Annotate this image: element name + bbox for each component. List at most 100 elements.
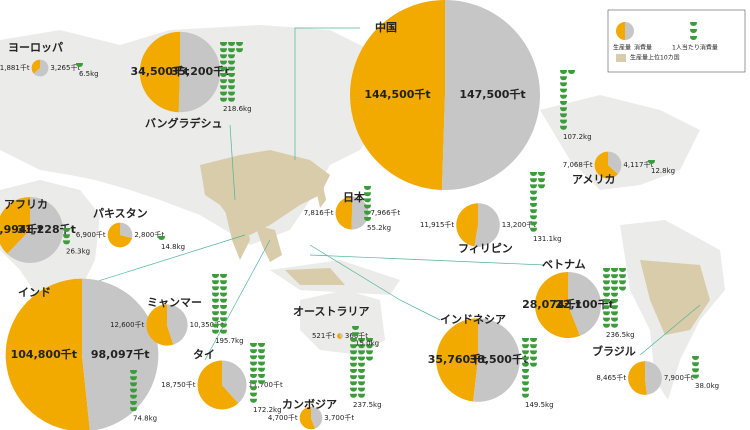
production-label: 104,800千t <box>11 347 77 361</box>
bowl <box>522 356 529 361</box>
bowl <box>220 323 227 328</box>
consumption-label: 147,500千t <box>459 87 525 101</box>
consumption-label: 3,700千t <box>324 413 354 422</box>
bowl <box>212 317 219 322</box>
bowl <box>350 344 357 349</box>
bowl <box>220 66 227 71</box>
consumption-label: 22,100千t <box>555 297 614 311</box>
bowl <box>258 361 265 366</box>
production-label: 12,600千t <box>110 320 144 329</box>
legend-top10: 生産量上位10カ国 <box>630 54 680 62</box>
legend-per-capita: 1人当たり消費量 <box>672 44 718 52</box>
country-name: バングラデシュ <box>145 116 223 130</box>
country-name: ベトナム <box>542 258 586 271</box>
bowl <box>611 311 618 316</box>
bowl <box>619 274 626 279</box>
pie-production <box>197 360 239 410</box>
per-capita-label: 26.3kg <box>66 248 90 256</box>
bowl <box>692 368 699 373</box>
bowl <box>538 172 545 176</box>
per-capita-label: 15.0kg <box>355 339 379 347</box>
bowl <box>250 367 257 372</box>
bowl <box>560 119 567 124</box>
bowl <box>358 338 365 342</box>
country: 521千t360千tオーストラリア15.0kg <box>293 305 379 347</box>
bowl <box>352 332 359 337</box>
bowl <box>250 343 257 347</box>
bowl <box>258 374 265 378</box>
bowl <box>350 356 357 361</box>
pie-production <box>31 59 40 74</box>
bowl <box>522 387 529 392</box>
bowl <box>366 338 373 342</box>
production-label: 521千t <box>312 331 335 340</box>
bowl <box>538 184 545 189</box>
country: 8,465千t 7,900千t ブラジル 38.0kg <box>592 344 719 395</box>
bowl <box>220 97 227 102</box>
bowl <box>530 178 537 183</box>
per-capita-label: 6.5kg <box>79 70 99 78</box>
bowl <box>603 299 610 303</box>
bowl <box>560 113 567 118</box>
bowl <box>63 240 70 245</box>
production-label: 8,465千t <box>596 373 626 382</box>
legend-pie-c <box>625 22 634 40</box>
bowl <box>611 280 618 285</box>
bowl <box>648 160 655 164</box>
bowl <box>364 198 371 203</box>
country: 6,900千t 2,800千t パキスタン 14.8kg <box>76 207 185 251</box>
bowl <box>364 210 371 215</box>
production-label: 35,760千t <box>428 352 487 366</box>
bowl <box>560 125 567 130</box>
bowl <box>530 221 537 226</box>
pie-production <box>299 406 316 430</box>
pie-production <box>436 318 478 402</box>
bowl <box>220 317 227 322</box>
bowl <box>130 388 137 393</box>
production-label: 18,750千t <box>161 380 195 389</box>
consumption-label: 31,228千t <box>17 222 76 236</box>
pie-consumption <box>167 304 188 345</box>
bowl <box>350 375 357 380</box>
legend-swatch <box>616 54 626 62</box>
bowl <box>350 381 357 386</box>
bowl <box>358 344 365 349</box>
pie-production <box>350 0 445 190</box>
consumption-label: 2,800千t <box>134 230 164 239</box>
bowl <box>530 190 537 195</box>
per-capita-label: 38.0kg <box>695 382 719 390</box>
pie-consumption <box>645 361 662 395</box>
legend: 生産量 消費量 1人当たり消費量 生産量上位10カ国 <box>607 9 746 73</box>
bowl <box>220 286 227 291</box>
bowl <box>603 274 610 279</box>
country-name: アメリカ <box>572 173 615 186</box>
bowl <box>212 274 219 278</box>
bowl <box>130 394 137 399</box>
bowl <box>603 317 610 322</box>
bowl <box>560 76 567 81</box>
bowl <box>236 42 243 46</box>
production-label: 7,068千t <box>563 160 593 169</box>
bowl <box>350 387 357 392</box>
consumption-label: 13,200千t <box>502 220 536 229</box>
bowl <box>603 311 610 316</box>
bowl <box>530 362 537 367</box>
pie-consumption <box>474 203 500 247</box>
production-label: 144,500千t <box>364 87 430 101</box>
bowl <box>250 380 257 385</box>
pie-consumption <box>473 318 520 402</box>
bowl <box>603 292 610 297</box>
bowl <box>364 204 371 209</box>
bowl <box>358 369 365 373</box>
consumption-label: 35,200千t <box>171 64 230 78</box>
per-capita-label: 218.6kg <box>223 105 252 113</box>
pie-production <box>628 361 647 395</box>
bowl <box>364 192 371 197</box>
bowl <box>522 362 529 367</box>
bowl <box>560 94 567 99</box>
bowl <box>250 392 257 397</box>
bowl <box>258 380 265 385</box>
bowl <box>220 42 227 46</box>
bowl <box>358 393 365 398</box>
